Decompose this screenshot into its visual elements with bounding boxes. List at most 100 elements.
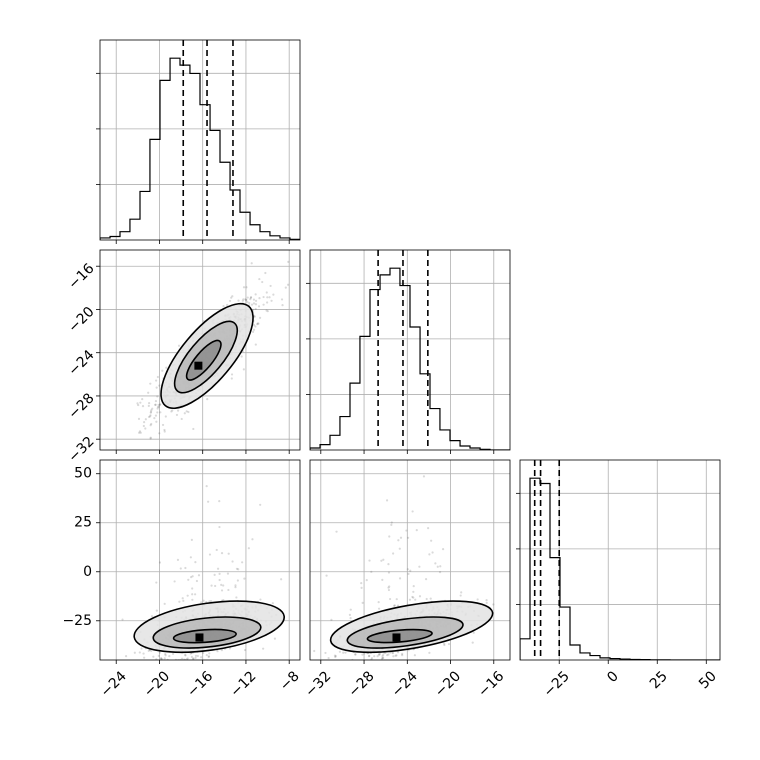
scatter-point [385,499,389,502]
scatter-point [387,653,390,656]
scatter-point [207,655,211,658]
scatter-point [405,529,408,532]
scatter-point [171,652,175,655]
scatter-point [142,652,145,655]
scatter-point [338,650,341,653]
scatter-panel-0-1: −32 −28 −24 −20 −16 [65,249,301,466]
scatter-point [360,586,363,589]
scatter-point [388,597,392,601]
contour-level [173,320,238,394]
scatter-point [373,655,376,658]
y-tick-label: 50 [74,466,92,482]
scatter-point [388,585,391,588]
scatter-point [138,431,141,434]
scatter-point [180,417,183,421]
scatter-point [168,655,171,658]
x-tick-label: −16 [475,668,507,700]
histogram-series [520,477,720,660]
scatter-point [158,384,161,387]
scatter-point [393,604,396,607]
scatter-point [163,430,166,433]
scatter-point [377,607,381,610]
scatter-point [413,654,416,657]
scatter-point [160,657,163,660]
scatter-point [147,665,149,667]
scatter-point [220,589,224,592]
y-tick-label: 0 [83,564,92,580]
scatter-point [158,651,161,654]
scatter-point [194,593,197,596]
scatter-point [265,291,268,294]
scatter-point [210,584,213,587]
scatter-point [195,579,199,583]
contour-level [329,600,494,654]
scatter-point [151,407,154,410]
scatter-point [133,651,136,654]
x-tick-label: −12 [227,668,259,700]
scatter-point [191,587,194,590]
scatter-point [213,573,216,577]
density-peak [392,633,401,642]
scatter-point [159,403,162,406]
scatter-point [137,417,141,420]
scatter-layer [121,485,285,667]
scatter-point [141,405,145,408]
x-tick-label: −8 [277,668,303,694]
scatter-point [215,548,218,552]
scatter-point [392,655,395,658]
scatter-point [137,403,140,407]
scatter-point [258,277,261,281]
scatter-point [208,662,210,664]
scatter-point [254,299,258,302]
x-tick-label: 50 [696,668,720,692]
scatter-point [382,656,385,660]
contour-level [185,339,222,381]
scatter-point [256,322,259,325]
scatter-point [216,650,219,653]
scatter-point [387,563,390,566]
scatter-point [412,585,415,588]
scatter-point [155,609,158,612]
scatter-point [344,651,347,654]
scatter-point [258,297,261,300]
scatter-point [191,593,194,596]
scatter-point [197,574,201,577]
scatter-point [222,584,225,587]
scatter-point [226,572,230,575]
scatter-point [179,567,182,570]
scatter-point [183,412,186,415]
scatter-point [161,423,165,427]
scatter-point [188,664,190,666]
scatter-point [167,662,169,664]
scatter-point [381,655,384,658]
x-tick-label: −20 [432,668,464,700]
scatter-point [348,613,352,616]
contour-level [160,302,254,410]
scatter-point [254,325,257,328]
scatter-point [202,599,205,602]
scatter-point [485,599,488,602]
scatter-point [254,293,257,296]
scatter-point [150,422,153,426]
scatter-point [150,649,153,652]
scatter-point [206,398,209,401]
scatter-point [171,409,174,412]
scatter-point [361,653,364,656]
scatter-point [202,651,205,654]
scatter-point [158,561,162,564]
scatter-point [281,304,284,307]
y-tick-label: −25 [62,613,92,629]
scatter-point [391,652,395,655]
scatter-point [259,503,262,506]
scatter-point [154,414,158,417]
scatter-point [176,409,180,412]
histogram-series [310,267,510,450]
scatter-point [376,655,379,658]
scatter-point [220,583,223,586]
scatter-point [163,602,166,605]
density-peak [194,361,203,370]
x-tick-label: −32 [302,668,334,700]
y-tick-label: −32 [65,434,97,466]
scatter-point [190,538,193,541]
scatter-point [387,571,391,574]
